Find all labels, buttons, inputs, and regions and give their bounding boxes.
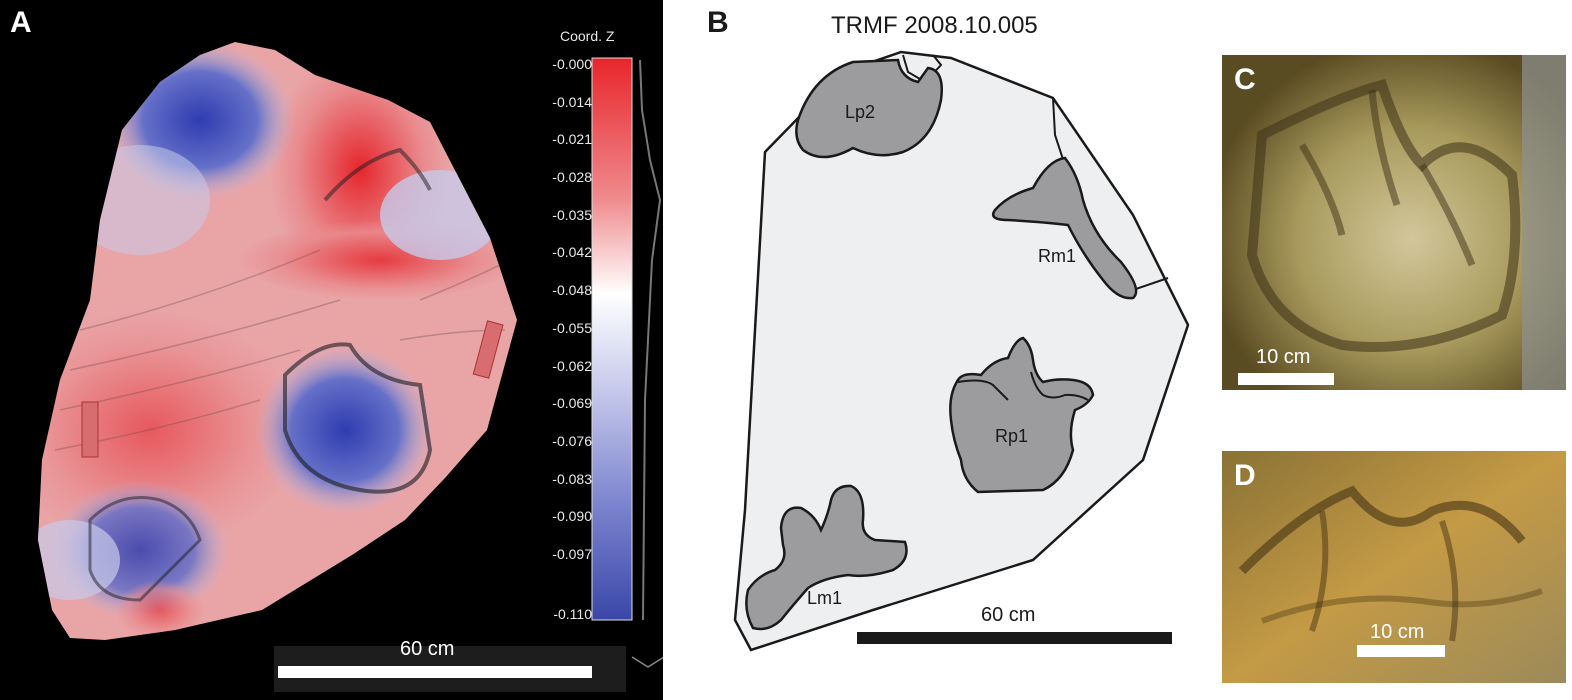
photo-d-image (1222, 451, 1566, 683)
photo-c-image (1222, 55, 1566, 390)
colorbar-tick-label: -0.055 (552, 319, 592, 336)
track-lm1 (745, 484, 908, 631)
slab-surface (38, 42, 517, 640)
panel-a-depth-map: A Coord. Z -0.000 -0.014 -0.021 -0.028 -0.03… (0, 0, 663, 700)
scale-label-d: 10 cm (1370, 621, 1425, 643)
colorbar-tick-label: -0.028 (552, 169, 592, 186)
colorbar-title: Coord. Z (560, 28, 615, 44)
colorbar-tick-label: -0.090 (552, 508, 592, 525)
panel-b-drawing: B TRMF 2008.10.005 Lp2 Rm1 Rp1 Lm1 60 cm (663, 0, 1218, 700)
colorbar-tick-label: -0.021 (552, 131, 592, 148)
colorbar-tick-label: -0.069 (552, 395, 592, 412)
scale-label-c: 10 cm (1256, 346, 1311, 368)
track-lp2 (795, 58, 943, 159)
label-lm1: Lm1 (807, 588, 843, 608)
track-rp1 (949, 336, 1095, 494)
colorbar-tick-label: -0.014 (552, 93, 592, 110)
track-rm1 (991, 156, 1138, 300)
specimen-number: TRMF 2008.10.005 (831, 12, 1038, 39)
panel-d-photo: D 10 cm (1222, 451, 1566, 683)
scale-bar-a (278, 666, 592, 678)
label-lp2: Lp2 (845, 102, 876, 122)
colorbar-tick-label: -0.000 (552, 56, 592, 72)
depth-map-figure (38, 42, 663, 692)
scale-bar-c (1238, 373, 1334, 385)
colorbar-histogram (639, 59, 662, 621)
colorbar-tick-label: -0.048 (552, 282, 592, 299)
panel-letter-c: C (1234, 63, 1256, 96)
colorbar-tick-label: -0.062 (552, 357, 592, 374)
label-rm1: Rm1 (1038, 246, 1077, 266)
scale-label-a: 60 cm (400, 638, 455, 660)
scale-bar-b (857, 632, 1172, 644)
track-rp1-inner (957, 371, 1089, 401)
colorbar-tick-label: -0.042 (552, 244, 592, 261)
track-outline-drawing (733, 50, 1190, 652)
scale-label-b: 60 cm (981, 604, 1036, 626)
colorbar-tick-label: -0.083 (552, 470, 592, 487)
colorbar-tick-label: -0.097 (552, 546, 592, 562)
colorbar-tick-label: -0.035 (552, 206, 592, 223)
colorbar (591, 57, 633, 621)
scale-bar-d (1357, 645, 1445, 657)
chevron-down-icon (631, 656, 663, 668)
label-rp1: Rp1 (995, 426, 1029, 446)
panel-c-photo: C 10 cm (1222, 55, 1566, 390)
colorbar-tick-label: -0.076 (552, 432, 592, 449)
colorbar-tick-label: -0.110 (553, 606, 592, 622)
panel-letter-b: B (707, 6, 729, 39)
panel-letter-d: D (1234, 459, 1256, 492)
panel-letter-a: A (10, 6, 32, 39)
